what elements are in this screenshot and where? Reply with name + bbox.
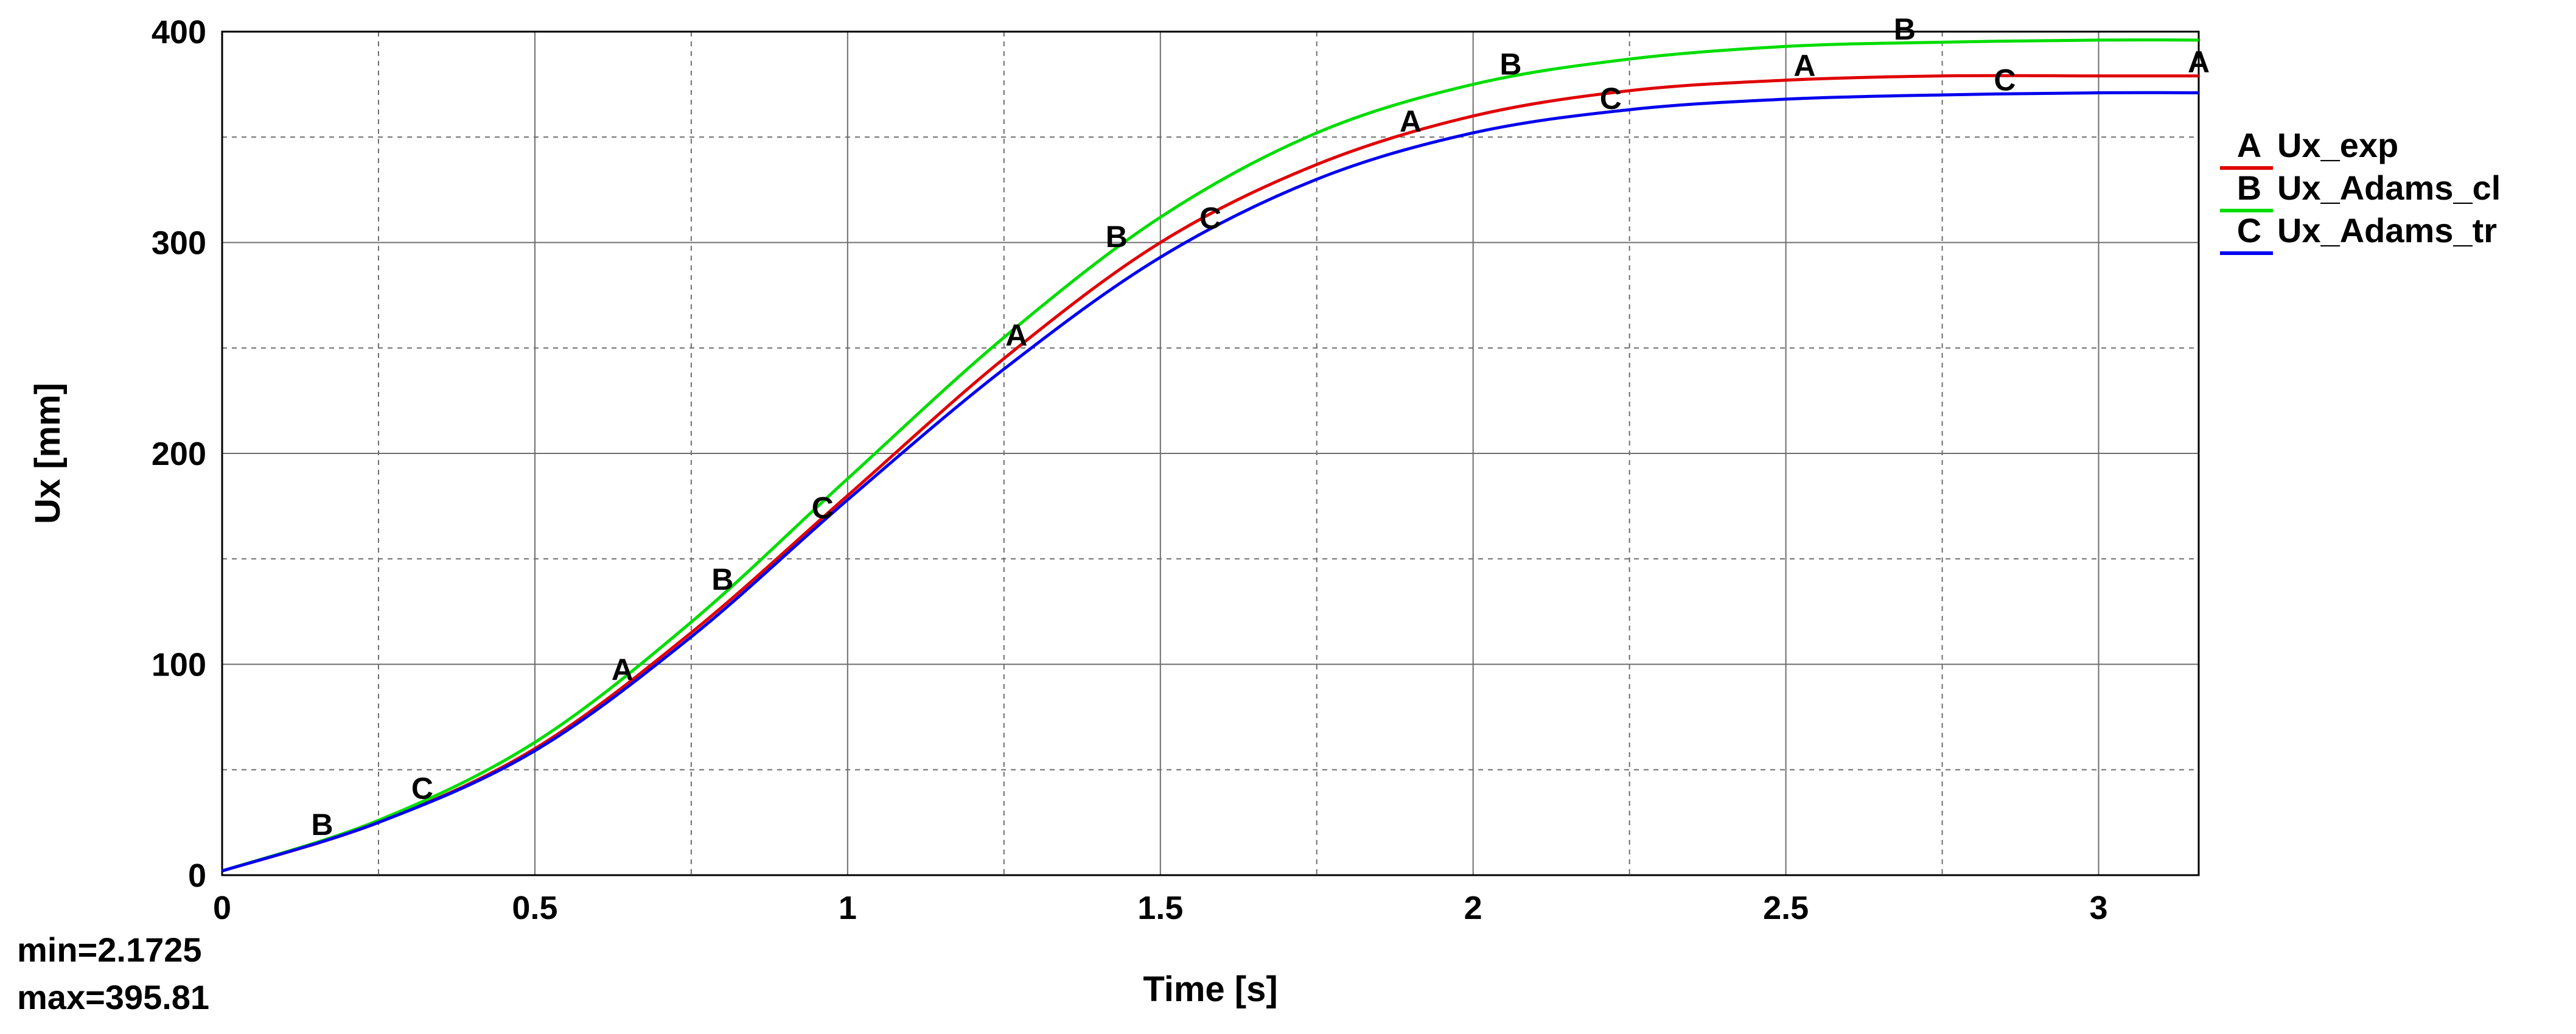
legend-marker-A: A <box>2237 126 2261 164</box>
series-marker-C: C <box>1199 201 1221 236</box>
series-marker-B: B <box>1499 47 1521 82</box>
series-line-B <box>222 38 2199 873</box>
legend-marker-B: B <box>2237 169 2261 207</box>
x-tick-label: 2 <box>1464 890 1482 926</box>
x-tick-label: 0.5 <box>512 890 557 926</box>
x-tick-label: 2.5 <box>1763 890 1809 926</box>
series-marker-C: C <box>411 771 433 805</box>
grid <box>222 31 2199 876</box>
legend-label-A: Ux_exp <box>2277 126 2398 164</box>
series-marker-C: C <box>812 491 834 525</box>
legend-label-C: Ux_Adams_tr <box>2277 211 2497 250</box>
series-marker-A: A <box>2188 45 2210 79</box>
series-marker-B: B <box>711 562 733 596</box>
legend: A Ux_exp B Ux_Adams_cl C Ux_Adams_tr <box>2220 126 2501 255</box>
x-tick-label: 3 <box>2090 890 2108 926</box>
series-marker-C: C <box>1994 63 2016 97</box>
series-marker-A: A <box>1793 49 1815 83</box>
y-tick-label: 300 <box>152 225 206 262</box>
series-line-A <box>222 74 2199 873</box>
series-marker-A: A <box>612 652 634 686</box>
series-line-C <box>222 91 2199 873</box>
series-marker-A: A <box>1005 318 1027 352</box>
plot-area-frame <box>221 30 2200 876</box>
stats-max: max=395.81 <box>17 978 210 1016</box>
x-axis-title: Time [s] <box>1143 969 1277 1009</box>
stats-min: min=2.1725 <box>17 931 202 969</box>
series-markers: A A A A A B B B B B C C C C C <box>311 12 2210 842</box>
series-layer <box>222 38 2199 873</box>
series-marker-A: A <box>1400 104 1422 138</box>
legend-label-B: Ux_Adams_cl <box>2277 169 2501 207</box>
series-marker-B: B <box>1106 220 1128 254</box>
y-tick-label: 400 <box>152 14 206 51</box>
y-tick-label: 100 <box>152 647 206 683</box>
series-marker-C: C <box>1600 82 1622 116</box>
x-tick-label: 0 <box>213 890 231 926</box>
x-tick-label: 1.5 <box>1137 890 1183 926</box>
tick-labels: 0 0.5 1 1.5 2 2.5 3 0 100 200 300 400 <box>152 14 2108 926</box>
series-marker-B: B <box>311 808 333 842</box>
y-tick-label: 200 <box>152 436 206 472</box>
legend-marker-C: C <box>2237 211 2261 250</box>
x-tick-label: 1 <box>839 890 857 926</box>
y-axis-title: Ux [mm] <box>28 383 68 524</box>
y-tick-label: 0 <box>188 858 206 894</box>
series-marker-B: B <box>1894 12 1916 46</box>
